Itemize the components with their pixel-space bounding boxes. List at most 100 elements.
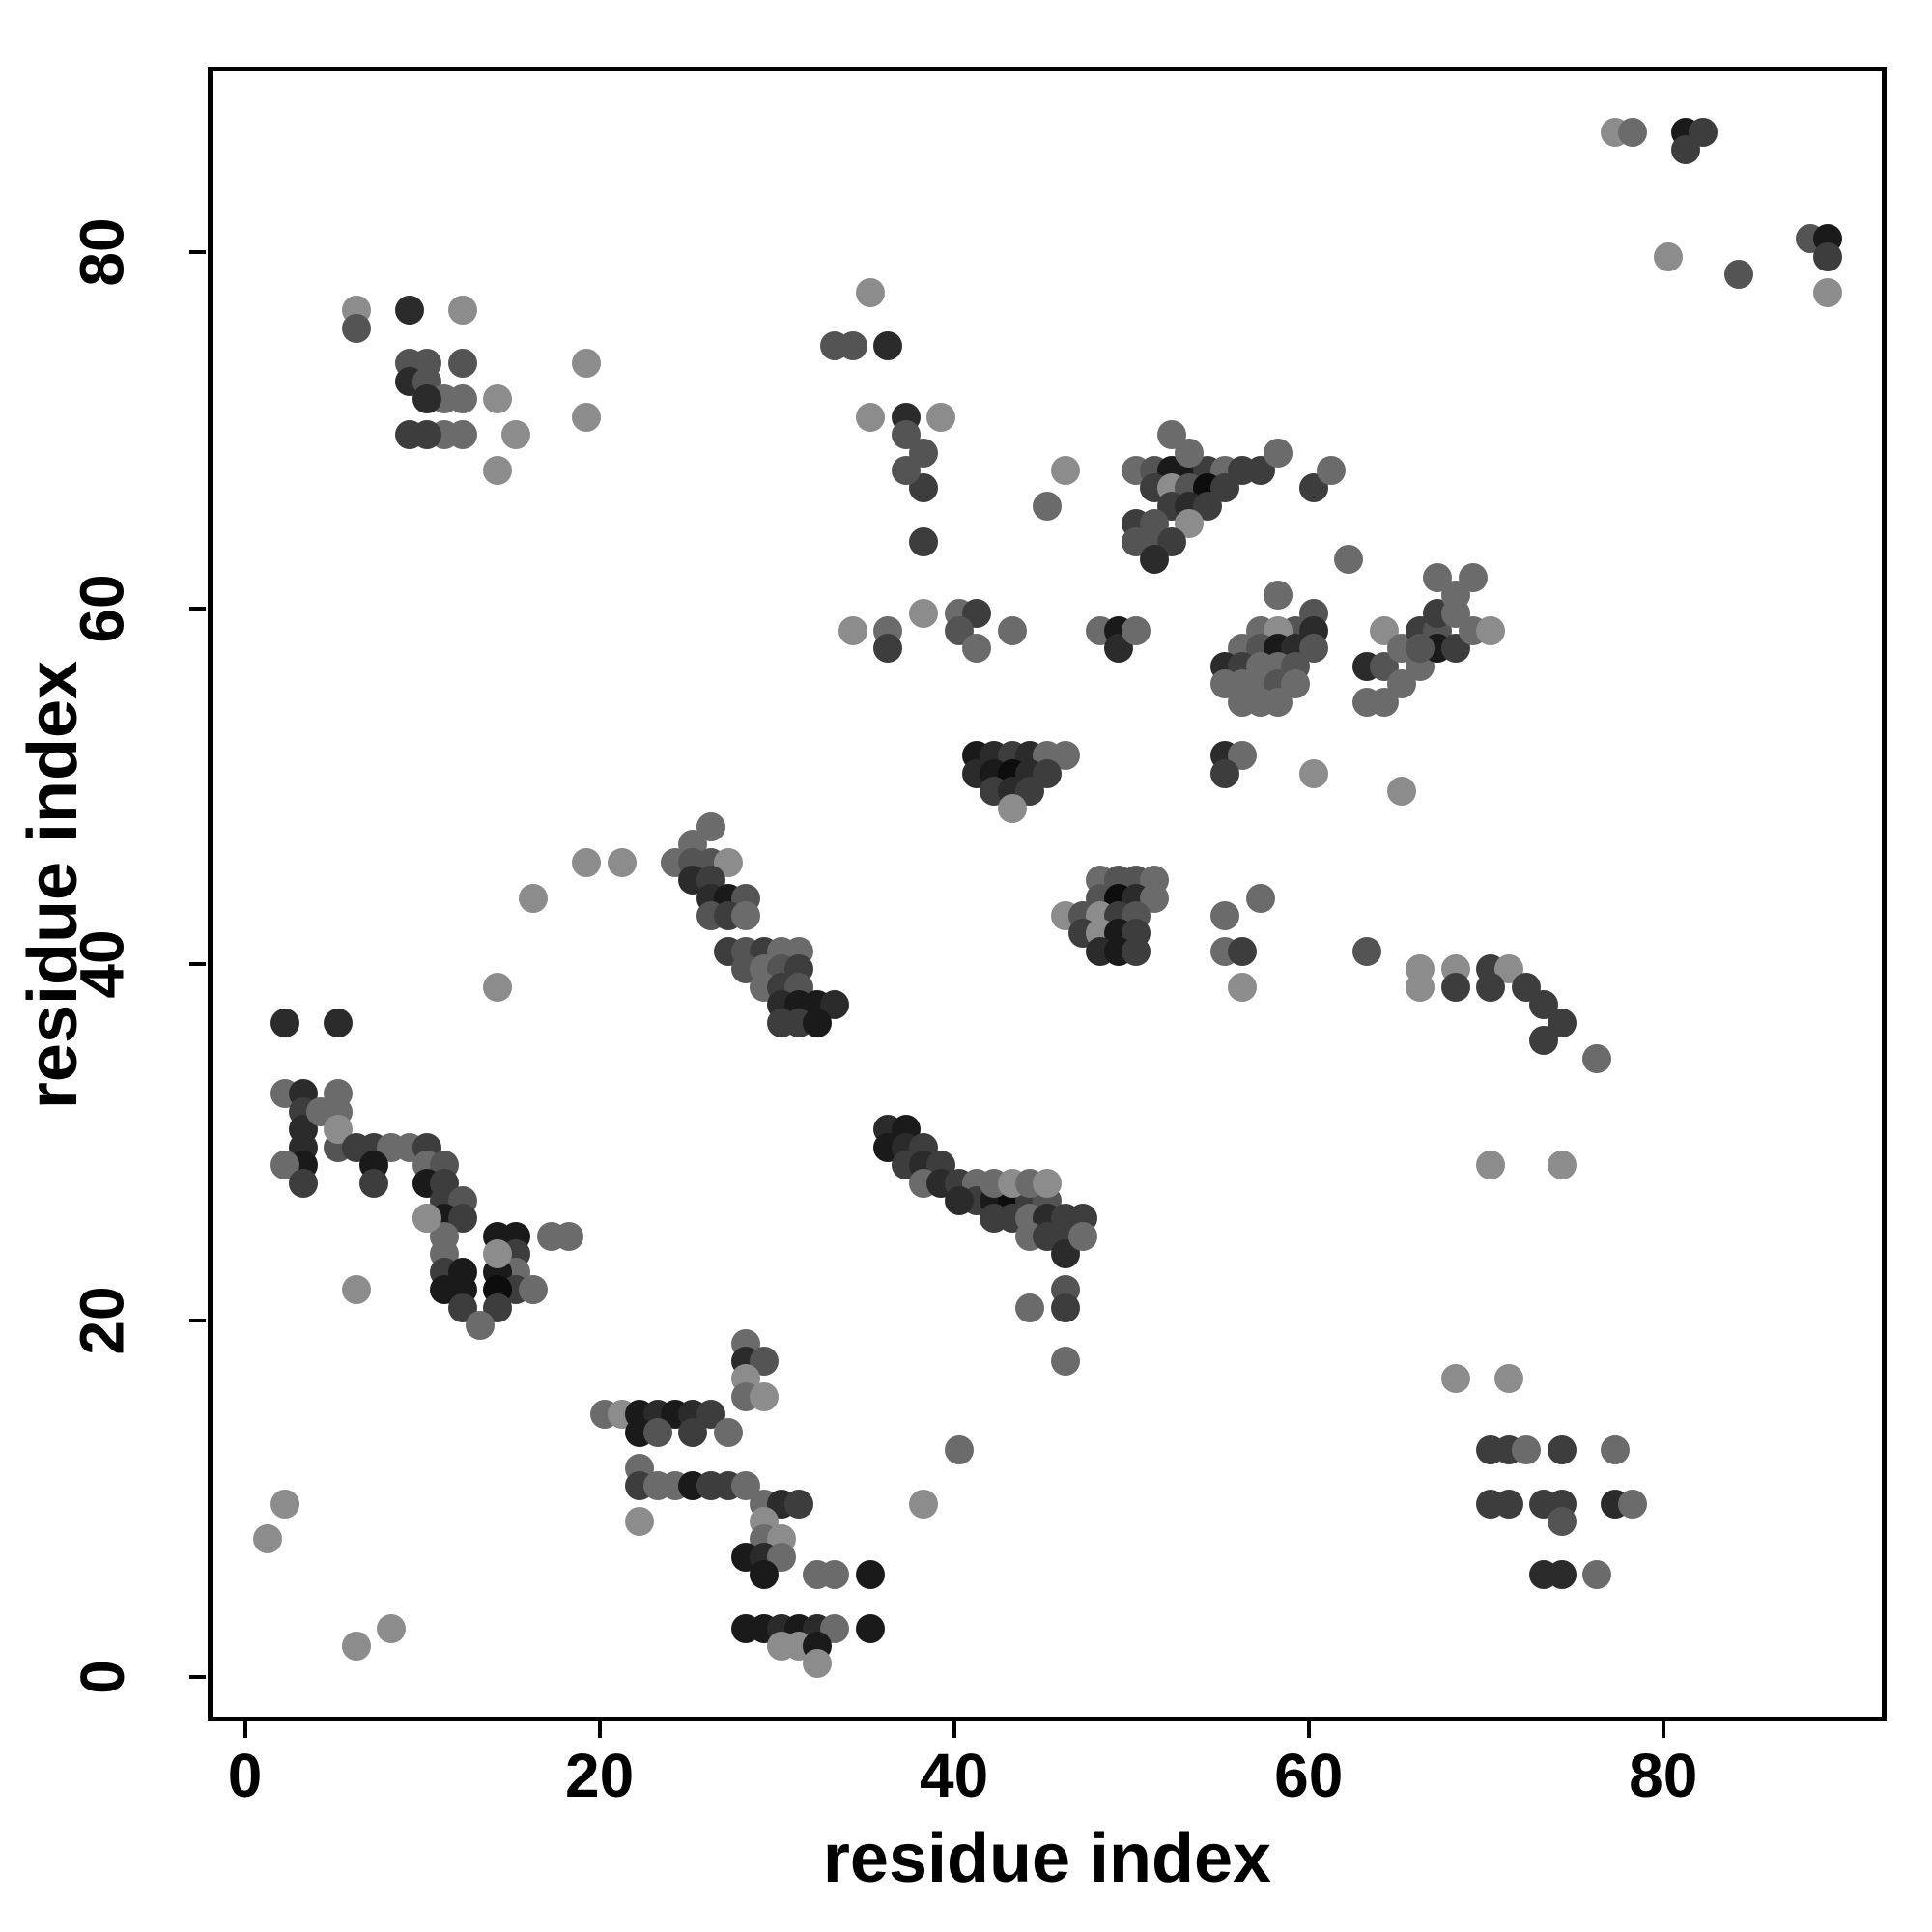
contact-point [1618, 117, 1648, 147]
x-axis-title: residue index [822, 1820, 1272, 1897]
contact-point [324, 1008, 354, 1037]
contact-point [1122, 936, 1151, 966]
y-tick [189, 1674, 206, 1679]
contact-point [908, 1489, 938, 1519]
contact-point [1405, 634, 1435, 664]
contact-point [1618, 1489, 1648, 1519]
contact-point [1317, 456, 1347, 486]
y-tick [189, 606, 206, 611]
contact-point [802, 1649, 832, 1679]
contact-point [1547, 1506, 1577, 1536]
x-tick-label: 40 [920, 1741, 989, 1810]
contact-point [838, 330, 867, 360]
contact-point [1050, 1293, 1080, 1322]
contact-point [377, 1613, 407, 1643]
contact-point [1264, 581, 1293, 611]
plot-panel [208, 67, 1887, 1721]
contact-point [572, 402, 602, 432]
contact-point [926, 402, 956, 432]
y-tick-label: 0 [64, 1638, 141, 1716]
contact-point [288, 1168, 318, 1198]
contact-point [855, 1613, 885, 1643]
contact-point [1209, 901, 1239, 931]
y-tick [189, 962, 206, 967]
x-tick-label: 20 [565, 1741, 635, 1810]
y-tick [189, 1319, 206, 1323]
contact-point [1228, 936, 1258, 966]
contact-point [394, 296, 424, 326]
y-tick [189, 249, 206, 254]
contact-point [784, 1489, 814, 1519]
contact-point [1156, 420, 1186, 450]
contact-point [341, 1632, 371, 1662]
contact-point [483, 1239, 513, 1269]
x-tick-label: 0 [227, 1741, 263, 1810]
contact-point [1511, 1435, 1541, 1465]
contact-point [447, 296, 477, 326]
contact-point [1582, 1560, 1612, 1590]
contact-point [855, 277, 885, 307]
contact-point [873, 634, 903, 664]
contact-point [696, 811, 725, 841]
contact-point [1529, 1026, 1559, 1056]
contact-point [749, 1560, 779, 1590]
contact-point [252, 1524, 282, 1554]
contact-point [447, 420, 477, 450]
contact-point [1033, 491, 1063, 521]
contact-point [1298, 758, 1328, 788]
contact-point [997, 794, 1027, 824]
contact-point [412, 384, 442, 414]
contact-point [1812, 277, 1842, 307]
contact-point [483, 384, 513, 414]
contact-point [1600, 1435, 1630, 1465]
y-tick-label: 80 [64, 213, 141, 291]
contact-point [944, 1186, 974, 1216]
contact-point [678, 1417, 708, 1447]
contact-point [1476, 1151, 1506, 1180]
x-tick [242, 1721, 247, 1738]
contact-point [1139, 545, 1169, 575]
contact-point [1264, 438, 1293, 468]
contact-point [1547, 1435, 1577, 1465]
contact-point [908, 598, 938, 628]
y-tick-label-text: 80 [68, 217, 137, 287]
contact-point [500, 420, 530, 450]
contact-point [466, 1311, 496, 1341]
contact-point [962, 634, 991, 664]
contact-point [572, 349, 602, 379]
contact-point [731, 901, 761, 931]
contact-point [554, 1221, 583, 1251]
contact-point [1015, 1293, 1045, 1322]
contact-point [855, 402, 885, 432]
contact-point [1405, 972, 1435, 1002]
contact-point [1812, 242, 1842, 271]
contact-point [1493, 1489, 1523, 1519]
contact-point [412, 1204, 442, 1234]
x-tick [1306, 1721, 1311, 1738]
y-tick-label-text: 0 [68, 1660, 137, 1694]
contact-point [1068, 1221, 1098, 1251]
contact-point [1476, 972, 1506, 1002]
contact-point [749, 1381, 779, 1411]
contact-point [625, 1506, 655, 1536]
contact-point [1440, 1364, 1470, 1394]
contact-point [1458, 562, 1488, 592]
y-axis-title: residue index [14, 660, 92, 1110]
contact-point [1245, 883, 1275, 913]
contact-point [642, 1417, 672, 1447]
contact-point [412, 420, 442, 450]
contact-point [1547, 1560, 1577, 1590]
contact-point [1724, 260, 1754, 290]
contact-point [1671, 135, 1701, 165]
contact-point [270, 1489, 300, 1519]
contact-point [1387, 776, 1417, 806]
x-tick [1661, 1721, 1665, 1738]
contact-point [1228, 972, 1258, 1002]
contact-point [1582, 1043, 1612, 1073]
contact-point [891, 456, 921, 486]
contact-point [1351, 936, 1381, 966]
scatter-points-layer [213, 71, 1882, 1717]
contact-point [447, 349, 477, 379]
contact-point [1209, 758, 1239, 788]
contact-point [1653, 242, 1683, 271]
